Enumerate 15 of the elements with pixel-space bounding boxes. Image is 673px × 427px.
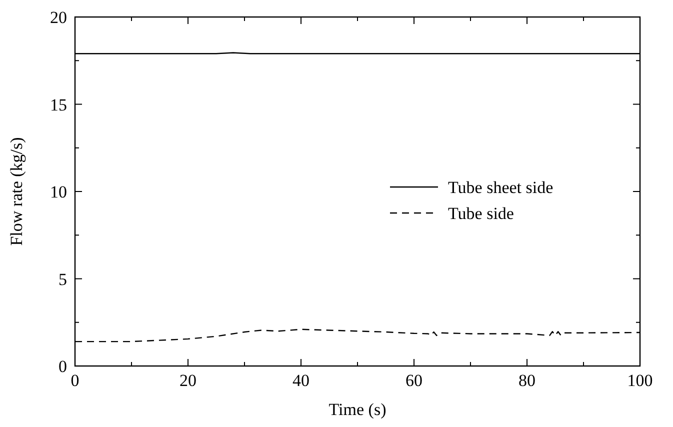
y-axis-title: Flow rate (kg/s) <box>7 137 26 246</box>
x-tick-label: 20 <box>180 371 196 390</box>
y-tick-label: 5 <box>58 270 67 289</box>
x-tick-label: 60 <box>406 371 422 390</box>
x-axis-title: Time (s) <box>328 400 386 419</box>
y-tick-label: 15 <box>50 95 67 114</box>
x-tick-label: 0 <box>70 371 80 390</box>
y-tick-label: 10 <box>50 182 67 202</box>
legend-label: Tube side <box>448 204 514 223</box>
x-tick-label: 40 <box>292 371 310 390</box>
y-tick-label: 20 <box>50 8 67 27</box>
x-tick-label: 80 <box>518 371 536 390</box>
y-tick-label: 0 <box>58 357 67 376</box>
x-tick-label: 100 <box>627 371 653 390</box>
legend-label: Tube sheet side <box>448 178 554 197</box>
